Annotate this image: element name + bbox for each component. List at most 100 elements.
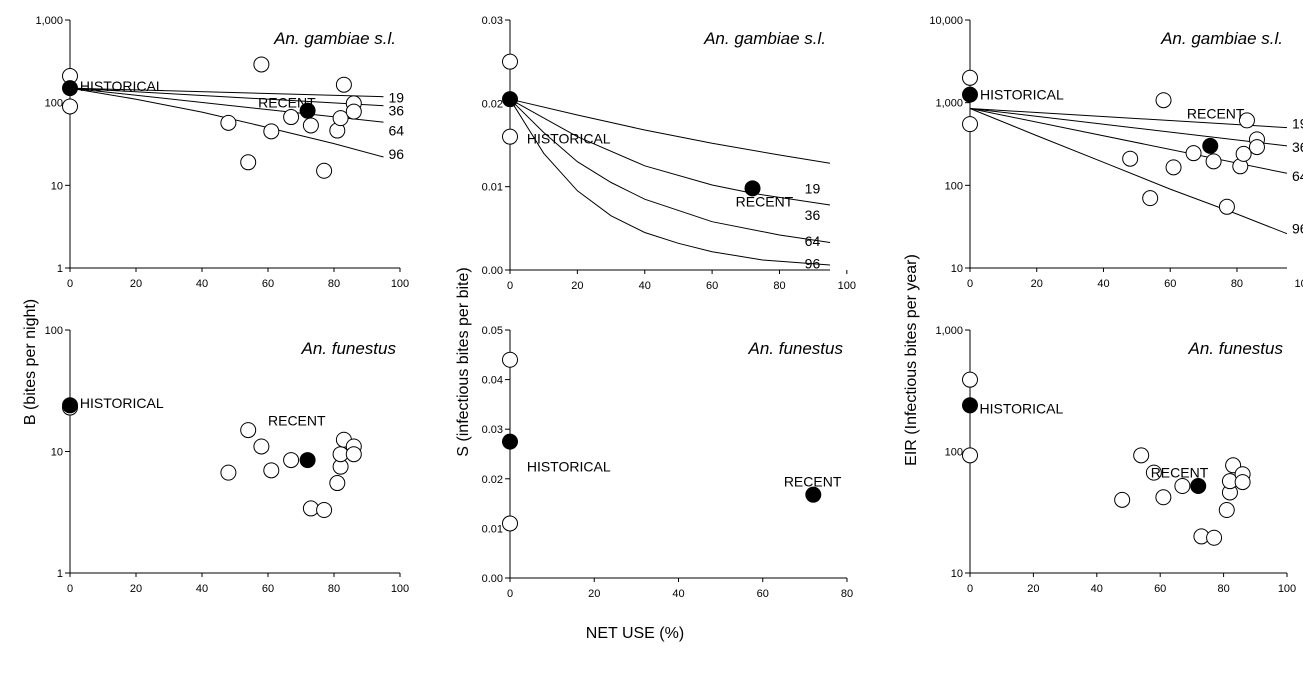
- open-point: [220, 464, 237, 481]
- x-tick-label: 80: [1217, 583, 1229, 595]
- model-line-19: [509, 98, 831, 164]
- open-point: [345, 446, 362, 463]
- annotation-historical: HISTORICAL: [80, 78, 164, 94]
- y-tick-label: 1: [57, 568, 63, 580]
- chart-panel-4: 1 10 100 0 20 40 60 80 100 HISTORICAL RECENT An. fu…: [45, 325, 410, 595]
- panel-title: An. funestus: [747, 339, 843, 358]
- x-tick-label: 20: [571, 280, 583, 292]
- x-tick-label: 100: [1295, 278, 1303, 290]
- open-point: [1205, 153, 1222, 170]
- x-tick-label: 80: [328, 583, 340, 595]
- filled-point: [744, 180, 761, 197]
- y-tick-label: 10: [951, 263, 963, 275]
- y-tick-label: 1,000: [935, 98, 963, 110]
- open-point: [1238, 112, 1255, 129]
- chart-panel-2: 0.00 0.01 0.02 0.03 0 20 40 60 80 100 19 36 64 96 HIST…: [482, 15, 856, 292]
- open-point: [1248, 139, 1265, 156]
- open-point: [1218, 502, 1235, 519]
- chart-panel-3: 10 100 1,000 10,000 0 20 40 60 80 100 19 36 64 96 HIST…: [929, 15, 1303, 290]
- open-point: [1155, 92, 1172, 109]
- x-tick-label: 100: [391, 583, 409, 595]
- x-tick-label: 20: [130, 583, 142, 595]
- y-tick-label: 1: [57, 263, 63, 275]
- filled-point: [962, 397, 978, 414]
- y-tick-label: 100: [945, 180, 963, 192]
- x-tick-label: 60: [1164, 278, 1176, 290]
- annotation-recent: RECENT: [1187, 105, 1245, 121]
- chart-panel-5: 0.00 0.01 0.02 0.03 0.04 0.05 0 20 40 60 80 HISTORI…: [482, 325, 854, 600]
- y-tick-label: 10: [51, 180, 63, 192]
- annotation-historical: HISTORICAL: [80, 395, 164, 411]
- x-tick-label: 80: [841, 588, 853, 600]
- annotation-historical: HISTORICAL: [527, 458, 611, 474]
- line-label: 64: [1292, 168, 1303, 184]
- panel-title: An. gambiae s.l.: [703, 29, 826, 48]
- x-tick-label: 60: [706, 280, 718, 292]
- y-tick-label: 0.05: [482, 325, 503, 337]
- open-point: [502, 351, 518, 368]
- x-tick-label: 20: [1031, 278, 1043, 290]
- open-point: [263, 462, 280, 479]
- x-tick-label: 100: [391, 278, 409, 290]
- x-tick-label: 40: [1097, 278, 1109, 290]
- annotation-historical: HISTORICAL: [980, 401, 1064, 417]
- open-point: [302, 500, 319, 517]
- y-tick-label: 0.00: [482, 573, 503, 585]
- panel-title: An. funestus: [300, 339, 396, 358]
- line-label: 19: [389, 90, 405, 106]
- y-tick-label: 1,000: [935, 325, 963, 337]
- x-tick-label: 0: [67, 583, 73, 595]
- model-line-36: [69, 87, 384, 107]
- x-tick-label: 0: [67, 278, 73, 290]
- x-tick-label: 0: [967, 583, 973, 595]
- filled-point: [62, 80, 78, 97]
- open-point: [962, 116, 978, 133]
- x-tick-label: 80: [328, 278, 340, 290]
- y-tick-label: 10,000: [929, 15, 963, 27]
- x-tick-label: 60: [262, 278, 274, 290]
- open-point: [1218, 198, 1235, 215]
- panel-title: An. gambiae s.l.: [1160, 29, 1283, 48]
- open-point: [316, 502, 333, 519]
- open-point: [962, 447, 978, 464]
- x-tick-label: 20: [588, 588, 600, 600]
- annotation-historical: HISTORICAL: [980, 87, 1064, 103]
- annotation-historical: HISTORICAL: [527, 130, 611, 146]
- open-point: [283, 452, 300, 469]
- x-tick-label: 20: [130, 278, 142, 290]
- annotation-recent: RECENT: [268, 412, 326, 428]
- open-point: [240, 422, 257, 439]
- y-tick-label: 0.03: [482, 15, 503, 27]
- open-point: [253, 438, 270, 455]
- y-tick-label: 100: [45, 325, 63, 337]
- open-point: [962, 69, 978, 86]
- x-tick-label: 80: [1231, 278, 1243, 290]
- open-point: [1133, 447, 1150, 464]
- open-point: [1155, 489, 1172, 506]
- open-point: [62, 98, 78, 115]
- y-tick-label: 0.01: [482, 523, 503, 535]
- line-label: 19: [805, 180, 821, 196]
- y-tick-label: 0.00: [482, 265, 503, 277]
- y-tick-label: 10: [951, 568, 963, 580]
- y-tick-label: 100: [45, 98, 63, 110]
- line-label: 36: [805, 207, 821, 223]
- open-point: [502, 53, 518, 70]
- x-tick-label: 100: [1278, 583, 1296, 595]
- open-point: [1234, 474, 1251, 491]
- model-line-36: [969, 108, 1288, 147]
- open-point: [263, 123, 280, 140]
- y-tick-label: 0.02: [482, 474, 503, 486]
- y-tick-label: 1,000: [35, 15, 63, 27]
- filled-point: [502, 91, 518, 108]
- open-point: [302, 117, 319, 134]
- filled-point: [62, 397, 78, 414]
- y-tick-label: 0.01: [482, 182, 503, 194]
- annotation-recent: RECENT: [784, 473, 842, 489]
- x-tick-label: 60: [1154, 583, 1166, 595]
- panel-title: An. funestus: [1187, 339, 1283, 358]
- open-point: [1174, 478, 1191, 495]
- x-tick-label: 40: [672, 588, 684, 600]
